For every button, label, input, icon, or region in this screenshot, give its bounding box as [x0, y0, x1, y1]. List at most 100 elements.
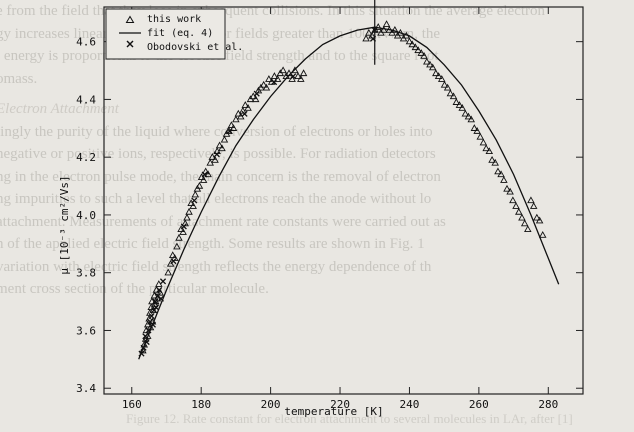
y-axis-label: μ [10⁻³ cm²/Vs] — [58, 175, 71, 274]
data-point-triangle — [285, 69, 293, 77]
x-tick-label: 160 — [122, 398, 142, 411]
data-point-triangle — [385, 25, 394, 33]
y-tick-label: 3.8 — [76, 267, 96, 280]
legend-label: Obodovski et al. — [147, 42, 243, 53]
y-tick-label: 3.6 — [76, 324, 96, 337]
data-point-triangle — [524, 225, 532, 233]
bleed-line: ng impurities to such a level that all e… — [0, 191, 432, 207]
data-point-triangle — [229, 124, 238, 131]
data-point-triangle — [259, 80, 268, 88]
data-point-triangle — [294, 72, 302, 79]
data-point-triangle — [396, 28, 405, 36]
data-point-triangle — [362, 34, 370, 42]
data-point-triangle — [446, 89, 455, 97]
cross-marker-icon — [126, 40, 134, 48]
legend-box — [105, 8, 226, 60]
data-point-triangle — [251, 95, 260, 103]
data-point-cross — [153, 304, 160, 311]
bleed-caption: Figure 12. Rate constant for electron at… — [126, 411, 573, 426]
data-point-triangle — [533, 213, 541, 221]
data-point-triangle — [494, 167, 502, 175]
x-tick-label: 280 — [538, 398, 558, 411]
data-point-triangle — [148, 297, 156, 305]
data-point-triangle — [417, 49, 426, 56]
data-point-triangle — [175, 233, 183, 241]
data-point-triangle — [434, 72, 443, 79]
data-point-triangle — [265, 75, 273, 82]
data-point-triangle — [382, 20, 391, 27]
x-tick-label: 220 — [330, 398, 350, 411]
x-tick-label: 200 — [261, 398, 281, 411]
data-point-triangle — [512, 202, 520, 209]
data-point-triangle — [244, 103, 252, 111]
data-point-triangle — [529, 202, 538, 209]
data-point-triangle — [535, 216, 544, 224]
plot-frame — [103, 6, 584, 395]
data-point-triangle — [218, 144, 226, 152]
data-point-triangle — [527, 196, 535, 204]
data-point-cross — [290, 73, 297, 80]
data-point-triangle — [500, 176, 508, 183]
data-point-cross — [149, 321, 157, 328]
data-point-triangle — [515, 207, 523, 215]
fit-curve — [138, 26, 560, 360]
bleed-line: lingly the purity of the liquid where co… — [0, 123, 433, 140]
data-point-triangle — [488, 155, 496, 163]
y-tick-label: 4.2 — [76, 151, 96, 164]
data-point-triangle — [506, 187, 514, 195]
data-point-triangle — [166, 259, 175, 267]
data-point-triangle — [423, 57, 431, 65]
data-point-triangle — [177, 225, 185, 233]
data-point-triangle — [191, 190, 200, 198]
data-point-cross — [180, 223, 187, 230]
x-tick-label: 180 — [191, 398, 211, 411]
legend-label: this work — [147, 14, 201, 25]
y-tick-label: 4.0 — [76, 209, 96, 222]
data-point-triangle — [470, 124, 479, 131]
data-point-triangle — [270, 72, 279, 79]
data-point-triangle — [168, 251, 177, 259]
data-point-triangle — [183, 213, 191, 221]
data-point-cross — [226, 128, 233, 135]
data-point-cross — [191, 197, 198, 204]
data-point-cross — [271, 79, 278, 86]
data-point-triangle — [503, 184, 511, 192]
data-point-triangle — [150, 291, 159, 299]
data-point-cross — [156, 286, 163, 294]
legend: this work fit (eq. 4) Obodovski et al. — [105, 8, 243, 60]
x-tick-label: 240 — [400, 398, 420, 411]
data-point-triangle — [485, 147, 494, 155]
data-point-triangle — [437, 75, 446, 82]
data-point-triangle — [461, 109, 470, 117]
data-point-triangle — [518, 213, 526, 221]
data-point-cross — [142, 333, 149, 340]
data-point-triangle — [411, 43, 420, 51]
data-point-cross — [170, 258, 177, 265]
data-point-triangle — [164, 268, 172, 276]
data-point-triangle — [432, 69, 440, 77]
triangle-marker-icon — [125, 15, 135, 23]
data-point-triangle — [241, 101, 250, 108]
data-point-cross — [138, 350, 145, 357]
y-tick-label: 3.4 — [76, 382, 96, 395]
data-point-triangle — [458, 103, 466, 111]
data-point-cross — [143, 338, 150, 346]
data-point-triangle — [195, 181, 204, 189]
data-point-cross — [157, 295, 164, 302]
data-point-triangle — [440, 80, 449, 88]
legend-label: fit (eq. 4) — [147, 28, 213, 39]
data-point-cross — [152, 298, 159, 305]
data-point-triangle — [414, 46, 422, 53]
data-point-triangle — [189, 202, 197, 209]
data-point-triangle — [402, 31, 411, 39]
data-point-triangle — [491, 158, 499, 166]
data-point-triangle — [199, 176, 208, 183]
data-point-triangle — [476, 132, 485, 140]
data-point-triangle — [420, 51, 428, 59]
data-point-cross — [241, 110, 248, 117]
bleed-line: ng in the electron pulse mode, the main … — [0, 168, 441, 185]
data-point-triangle — [365, 28, 373, 36]
data-point-triangle — [520, 219, 529, 227]
x-axis-label: temperature [K] — [284, 405, 383, 418]
